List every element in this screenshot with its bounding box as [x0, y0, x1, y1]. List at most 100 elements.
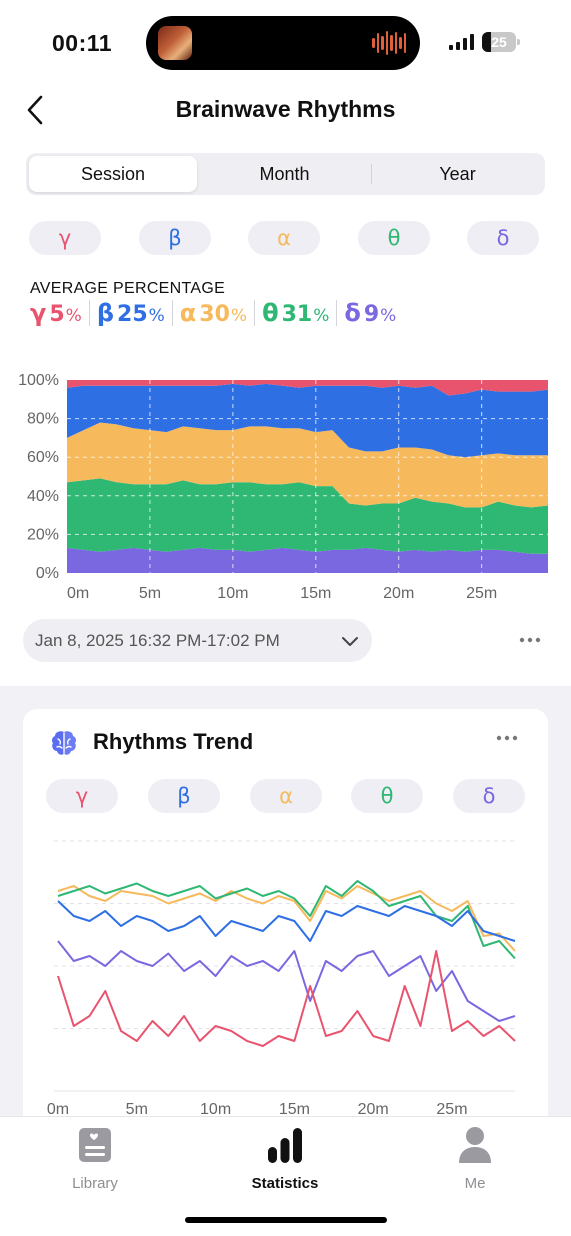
average-unit: % — [148, 306, 165, 326]
band-chip-beta[interactable]: β — [139, 221, 211, 255]
average-symbol: θ — [262, 299, 279, 327]
average-symbol: β — [96, 299, 115, 327]
page-title: Brainwave Rhythms — [175, 96, 396, 122]
area-series-3 — [67, 383, 548, 458]
segment-session[interactable]: Session — [29, 156, 197, 192]
tab-label: Me — [464, 1175, 486, 1192]
average-unit: % — [230, 306, 248, 326]
stacked-percentage-chart: 0% 20% 40% 60% 80% 100% 0m 5m 10m 15m 20m 25m — [18, 372, 548, 602]
audio-waveform-icon — [372, 30, 406, 56]
segment-year[interactable]: Year — [439, 164, 476, 184]
trend-chip-theta[interactable]: θ — [351, 779, 423, 813]
tab-label: Statistics — [251, 1175, 319, 1192]
x-tick-label: 20m — [358, 1101, 389, 1118]
card-title: Rhythms Trend — [93, 729, 254, 754]
x-tick-label: 25m — [466, 585, 497, 602]
average-unit: % — [65, 306, 82, 326]
x-tick-label: 0m — [67, 585, 89, 602]
more-options-icon[interactable] — [495, 732, 519, 744]
average-alpha: α 30 % — [180, 299, 247, 327]
brain-icon — [51, 731, 77, 755]
tab-library[interactable]: Library — [25, 1125, 165, 1195]
band-chip-label: α — [277, 226, 291, 250]
band-chip-label: δ — [482, 784, 496, 808]
band-chip-label: β — [177, 784, 191, 808]
status-bar: 00:11 25 — [0, 0, 571, 88]
average-delta: δ 9 % — [344, 299, 396, 327]
chevron-down-icon — [342, 637, 358, 646]
trend-chip-delta[interactable]: δ — [453, 779, 525, 813]
band-chip-label: β — [168, 226, 182, 250]
trend-line-0 — [57, 885, 516, 952]
tab-label: Library — [72, 1175, 118, 1192]
y-tick-label: 20% — [27, 526, 59, 543]
trend-line-3 — [57, 940, 516, 1022]
x-tick-label: 10m — [217, 585, 248, 602]
session-range-label: Jan 8, 2025 16:32 PM-17:02 PM — [35, 631, 280, 650]
battery-level: 25 — [491, 34, 507, 50]
average-symbol: α — [179, 299, 197, 327]
x-tick-label: 15m — [300, 585, 331, 602]
more-options-icon[interactable] — [518, 634, 542, 646]
average-value: 31 — [281, 302, 313, 327]
average-divider — [254, 300, 256, 326]
x-tick-label: 10m — [200, 1101, 231, 1118]
band-chip-alpha[interactable]: α — [248, 221, 320, 255]
cellular-signal-icon — [449, 34, 474, 50]
status-time: 00:11 — [52, 30, 113, 56]
band-chip-gamma[interactable]: γ — [29, 221, 101, 255]
segment-divider — [371, 164, 372, 184]
band-chip-label: δ — [496, 226, 510, 250]
average-value: 5 — [49, 302, 65, 327]
now-playing-artwork — [158, 26, 192, 60]
band-chip-label: α — [279, 784, 293, 808]
battery-icon: 25 — [482, 32, 520, 52]
rhythms-trend-card: Rhythms Trend γ β α θ δ 0m 5m 10m 15m 20m 25m — [23, 709, 548, 1129]
y-tick-label: 60% — [27, 449, 59, 466]
average-unit: % — [380, 306, 397, 326]
average-divider — [336, 300, 338, 326]
y-tick-label: 80% — [27, 411, 59, 428]
trend-chip-gamma[interactable]: γ — [46, 779, 118, 813]
trend-line-4 — [57, 950, 516, 1047]
trend-chip-beta[interactable]: β — [148, 779, 220, 813]
average-percentage-row: γ 5 % β 25 % α 30 % θ 31 % δ 9 % — [30, 298, 396, 328]
y-tick-label: 100% — [18, 372, 59, 389]
x-tick-label: 0m — [47, 1101, 69, 1118]
chevron-left-icon — [27, 95, 43, 125]
band-chip-label: θ — [387, 226, 401, 250]
band-chip-label: γ — [75, 784, 89, 808]
trend-chip-alpha[interactable]: α — [250, 779, 322, 813]
dynamic-island[interactable] — [146, 16, 420, 70]
x-tick-label: 20m — [383, 585, 414, 602]
x-tick-label: 25m — [436, 1101, 467, 1118]
back-button[interactable] — [18, 92, 52, 128]
average-percentage-label: AVERAGE PERCENTAGE — [30, 280, 226, 297]
tab-me[interactable]: Me — [405, 1125, 545, 1195]
segment-month[interactable]: Month — [259, 164, 310, 184]
area-series-2 — [67, 422, 548, 508]
period-segmented-control: Session Month Year — [26, 153, 545, 195]
average-symbol: δ — [344, 299, 361, 327]
average-value: 25 — [117, 302, 148, 327]
average-value: 9 — [363, 302, 380, 327]
average-unit: % — [313, 306, 330, 326]
area-series-0 — [67, 547, 548, 573]
average-value: 30 — [199, 302, 230, 327]
average-divider — [88, 300, 90, 326]
tab-statistics[interactable]: Statistics — [215, 1125, 355, 1195]
average-beta: β 25 % — [97, 299, 165, 327]
average-theta: θ 31 % — [262, 299, 329, 327]
trend-line-2 — [57, 900, 516, 942]
statistics-icon — [268, 1128, 302, 1163]
area-series-4 — [67, 380, 548, 396]
band-chip-delta[interactable]: δ — [467, 221, 539, 255]
library-icon — [79, 1128, 111, 1162]
rhythms-trend-chart: 0m 5m 10m 15m 20m 25m — [47, 840, 516, 1118]
average-symbol: γ — [30, 299, 47, 327]
tab-bar: Library Statistics Me — [0, 1116, 571, 1236]
band-chip-theta[interactable]: θ — [358, 221, 430, 255]
x-tick-label: 5m — [126, 1101, 148, 1118]
y-tick-label: 0% — [36, 565, 59, 582]
session-selector[interactable]: Jan 8, 2025 16:32 PM-17:02 PM — [23, 619, 372, 662]
